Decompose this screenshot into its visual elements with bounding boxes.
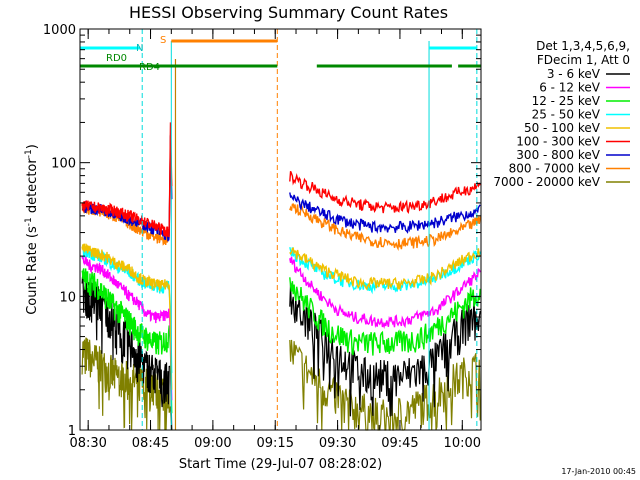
series-line-3to6keV bbox=[289, 282, 481, 417]
series-line-12to25keV bbox=[289, 277, 481, 356]
series-line-800to7000keV bbox=[289, 203, 481, 252]
legend-label: 25 - 50 keV bbox=[532, 108, 601, 122]
y-tick-label: 1 bbox=[68, 424, 76, 439]
x-tick-label: 09:00 bbox=[194, 436, 231, 451]
y-axis-label-sup: -1 bbox=[24, 217, 34, 226]
x-axis-label: Start Time (29-Jul-07 08:28:02) bbox=[179, 457, 382, 472]
y-axis-label: Count Rate (s-1 detector-1) bbox=[24, 144, 40, 315]
date-stamp: 17-Jan-2010 00:45 bbox=[561, 467, 636, 476]
legend-label: 100 - 300 keV bbox=[516, 135, 600, 149]
y-axis-label-part: ) bbox=[25, 144, 40, 149]
series-line-50to100keV bbox=[289, 246, 481, 291]
y-axis-label-sup: -1 bbox=[24, 149, 34, 158]
series-line-12to25keV bbox=[81, 268, 173, 414]
series-line-300to800keV bbox=[289, 192, 481, 235]
x-tick-label: 08:45 bbox=[132, 436, 169, 451]
x-tick-label: 08:30 bbox=[69, 436, 106, 451]
x-tick-label: 10:00 bbox=[444, 436, 481, 451]
x-tick-label: 09:30 bbox=[319, 436, 356, 451]
y-tick-label: 100 bbox=[51, 157, 76, 172]
series-line-50to100keV bbox=[81, 243, 173, 390]
plot-area bbox=[81, 122, 481, 431]
x-tick-label: 09:45 bbox=[381, 436, 418, 451]
series-line-100to300keV bbox=[289, 170, 481, 215]
series-line-100to300keV bbox=[81, 122, 173, 238]
axes: N S RD0 RD4 1 10 100 1000 08:30 08:45 09:00 09:15 09… bbox=[43, 23, 482, 451]
legend-label: 7000 - 20000 keV bbox=[493, 175, 600, 189]
flag-label-RD0: RD0 bbox=[106, 53, 127, 64]
y-axis-label-part: Count Rate (s bbox=[25, 226, 40, 315]
x-tick-label: 09:15 bbox=[257, 436, 294, 451]
legend-label: 300 - 800 keV bbox=[516, 148, 600, 162]
chart-title: HESSI Observing Summary Count Rates bbox=[129, 3, 448, 22]
flag-label-S: S bbox=[160, 35, 166, 46]
legend-label: 800 - 7000 keV bbox=[509, 162, 601, 176]
flag-label-N: N bbox=[136, 43, 143, 54]
legend-label: 12 - 25 keV bbox=[532, 94, 601, 108]
y-tick-label: 1000 bbox=[43, 23, 76, 38]
legend-label: 3 - 6 keV bbox=[547, 67, 601, 81]
legend-label: 6 - 12 keV bbox=[539, 81, 601, 95]
legend-label: 50 - 100 keV bbox=[524, 121, 601, 135]
series-line-6to12keV bbox=[81, 255, 173, 401]
flag-label-RD4: RD4 bbox=[139, 62, 160, 73]
plot-frame bbox=[79, 28, 482, 431]
y-axis-label-part: detector bbox=[25, 158, 40, 218]
y-tick-label: 10 bbox=[59, 290, 76, 305]
legend-subheader: FDecim 1, Att 0 bbox=[537, 53, 630, 67]
legend-header: Det 1,3,4,5,6,9, bbox=[536, 39, 630, 53]
series-line-6to12keV bbox=[289, 256, 481, 329]
